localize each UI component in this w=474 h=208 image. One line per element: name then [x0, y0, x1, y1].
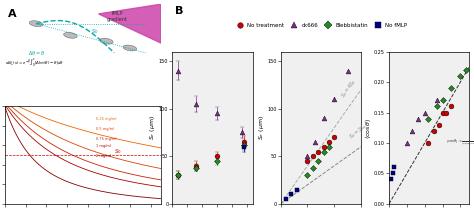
Y-axis label: $S_e$ ($\mu$m): $S_e$ ($\mu$m) [257, 115, 266, 140]
Text: 0.75 mg/ml: 0.75 mg/ml [97, 137, 117, 141]
Text: $S_e = 2S_p$: $S_e = 2S_p$ [347, 122, 371, 143]
Text: fMLP
gradient: fMLP gradient [107, 11, 128, 22]
Text: $S_0$: $S_0$ [91, 27, 99, 36]
Text: 0.5 mg/ml: 0.5 mg/ml [97, 127, 115, 131]
Text: 1 mg/ml: 1 mg/ml [97, 144, 111, 148]
Polygon shape [99, 4, 161, 43]
Text: $S_0$: $S_0$ [114, 147, 122, 156]
Text: $\Delta\theta = \theta$: $\Delta\theta = \theta$ [28, 49, 46, 57]
Y-axis label: $S_e$ ($\mu$m): $S_e$ ($\mu$m) [148, 115, 157, 140]
Ellipse shape [123, 45, 137, 51]
Ellipse shape [64, 32, 77, 38]
Y-axis label: $\langle\cos\theta\rangle$: $\langle\cos\theta\rangle$ [363, 117, 373, 139]
Ellipse shape [100, 38, 113, 44]
Text: 2 mg/ml: 2 mg/ml [97, 154, 111, 158]
Text: A: A [8, 9, 17, 19]
Text: $d_{\Delta\theta_m}(s) = e^{-\beta} \int_0^s |\Delta h_m(\theta) - \theta| d\the: $d_{\Delta\theta_m}(s) = e^{-\beta} \int… [5, 56, 64, 69]
Legend: No treatment, ck666, Blebbistatin, No fMLP: No treatment, ck666, Blebbistatin, No fM… [232, 21, 410, 30]
Text: $S_e = 4S_p$: $S_e = 4S_p$ [339, 78, 360, 101]
Text: $\langle\cos\theta\rangle = \frac{1}{(S_p/S_e)(S_p/S_e)}$: $\langle\cos\theta\rangle = \frac{1}{(S_… [446, 138, 474, 147]
Text: B: B [175, 6, 184, 16]
Ellipse shape [29, 21, 43, 27]
Text: 0.25 mg/ml: 0.25 mg/ml [97, 117, 117, 121]
